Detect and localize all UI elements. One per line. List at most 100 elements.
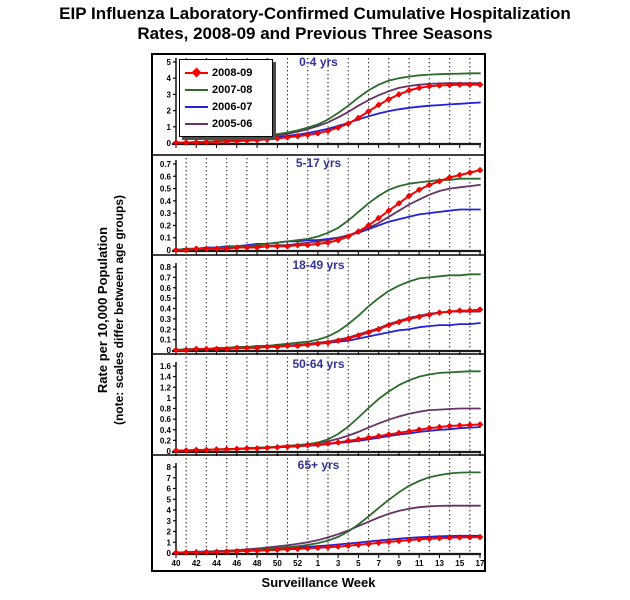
series-marker-2008-09 xyxy=(233,547,241,555)
series-marker-2008-09 xyxy=(182,549,190,556)
y-tick-label: 3 xyxy=(167,517,172,526)
y-axis-title-text: Rate per 10,000 Population xyxy=(95,226,110,394)
x-tick-label: 52 xyxy=(293,559,302,568)
diamond-marker-icon xyxy=(191,67,202,77)
legend-label: 2005-06 xyxy=(212,117,253,130)
series-marker-2008-09 xyxy=(273,343,281,351)
series-marker-2008-09 xyxy=(355,435,362,443)
legend-line-sample xyxy=(185,105,208,108)
series-marker-2008-09 xyxy=(344,120,352,127)
series-marker-2008-09 xyxy=(284,133,291,141)
x-tick-label: 11 xyxy=(415,559,424,568)
series-marker-2008-09 xyxy=(203,548,210,556)
series-marker-2008-09 xyxy=(192,548,200,556)
series-marker-2008-09 xyxy=(304,545,312,552)
legend-line-sample xyxy=(185,122,208,125)
series-marker-2008-09 xyxy=(446,308,453,315)
y-tick-label: 1.2 xyxy=(160,383,172,392)
legend-line-sample xyxy=(185,88,208,91)
y-tick-label: 2 xyxy=(167,107,172,116)
series-marker-2008-09 xyxy=(233,137,241,145)
series-marker-2008-09 xyxy=(263,242,271,250)
series-marker-2008-09 xyxy=(213,548,220,556)
series-marker-2008-09 xyxy=(355,114,362,122)
series-marker-2008-09 xyxy=(304,441,312,449)
series-marker-2008-09 xyxy=(284,545,291,553)
legend-entry-2005-06: 2005-06 xyxy=(185,115,267,132)
y-tick-label: 0.2 xyxy=(160,221,172,230)
y-tick-label: 0 xyxy=(167,447,172,456)
legend-label: 2006-07 xyxy=(212,100,253,113)
series-marker-2008-09 xyxy=(385,538,393,546)
legend: 2008-09 2007-08 2006-07 2005-06 xyxy=(179,59,273,137)
series-marker-2008-09 xyxy=(223,245,231,253)
series-marker-2008-09 xyxy=(203,138,210,146)
series-marker-2008-09 xyxy=(375,101,383,109)
series-marker-2008-09 xyxy=(253,136,261,144)
x-tick-label: 44 xyxy=(212,559,221,568)
y-tick-label: 0.6 xyxy=(160,172,172,181)
series-marker-2008-09 xyxy=(334,337,342,345)
series-marker-2008-09 xyxy=(415,535,423,543)
series-marker-2008-09 xyxy=(446,81,453,89)
series-marker-2008-09 xyxy=(284,443,291,451)
series-marker-2008-09 xyxy=(375,325,383,333)
x-tick-label: 5 xyxy=(356,559,361,568)
y-tick-label: 0.6 xyxy=(160,284,172,293)
series-marker-2008-09 xyxy=(263,546,271,554)
series-marker-2008-09 xyxy=(395,429,403,437)
chart-title: EIP Influenza Laboratory-Confirmed Cumul… xyxy=(0,4,630,44)
series-marker-2008-09 xyxy=(385,321,393,329)
series-marker-2008-09 xyxy=(314,340,322,348)
series-marker-2008-09 xyxy=(243,137,251,144)
series-marker-2008-09 xyxy=(334,439,342,446)
series-marker-2008-09 xyxy=(324,339,332,347)
series-marker-2008-09 xyxy=(446,174,453,181)
series-marker-2008-09 xyxy=(344,335,352,342)
series-marker-2008-09 xyxy=(365,329,372,336)
series-marker-2008-09 xyxy=(436,423,443,431)
series-marker-2008-09 xyxy=(456,422,464,429)
series-marker-2008-09 xyxy=(415,426,423,434)
y-tick-label: 0 xyxy=(167,139,172,148)
series-marker-2008-09 xyxy=(446,534,453,542)
series-marker-2008-09 xyxy=(415,186,423,194)
series-marker-2008-09 xyxy=(375,214,383,222)
series-marker-2008-09 xyxy=(294,545,301,553)
series-marker-2008-09 xyxy=(192,345,200,353)
series-marker-2008-09 xyxy=(192,245,200,253)
x-tick-label: 1 xyxy=(316,559,321,568)
series-marker-2008-09 xyxy=(395,199,403,207)
series-marker-2008-09 xyxy=(223,138,231,145)
legend-label: 2008-09 xyxy=(212,66,253,79)
series-marker-2008-09 xyxy=(182,246,190,254)
series-marker-2008-09 xyxy=(466,81,474,89)
legend-label: 2007-08 xyxy=(212,83,253,96)
series-marker-2008-09 xyxy=(425,181,433,189)
x-tick-label: 7 xyxy=(376,559,381,568)
x-tick-label: 48 xyxy=(253,559,262,568)
series-marker-2008-09 xyxy=(284,342,291,350)
series-marker-2008-09 xyxy=(263,343,271,351)
y-tick-label: 0.5 xyxy=(160,185,172,194)
series-marker-2008-09 xyxy=(192,446,200,454)
y-tick-label: 0 xyxy=(167,549,172,558)
series-marker-2008-09 xyxy=(294,132,301,140)
y-axis-scale-note: (note: scales differ between age groups) xyxy=(112,194,126,426)
series-marker-2008-09 xyxy=(294,241,301,249)
series-marker-2008-09 xyxy=(385,431,393,438)
series-marker-2008-09 xyxy=(203,245,210,253)
series-marker-2008-09 xyxy=(324,543,332,551)
series-marker-2008-09 xyxy=(466,307,474,314)
series-marker-2008-09 xyxy=(223,345,231,353)
series-marker-2008-09 xyxy=(405,427,413,435)
series-marker-2008-09 xyxy=(355,541,362,549)
y-tick-label: 1.6 xyxy=(160,362,172,371)
series-marker-2008-09 xyxy=(344,437,352,445)
series-marker-2008-09 xyxy=(253,344,261,352)
series-marker-2008-09 xyxy=(425,424,433,432)
series-marker-2008-09 xyxy=(456,81,464,89)
series-marker-2008-09 xyxy=(182,139,190,146)
series-marker-2008-09 xyxy=(405,536,413,544)
